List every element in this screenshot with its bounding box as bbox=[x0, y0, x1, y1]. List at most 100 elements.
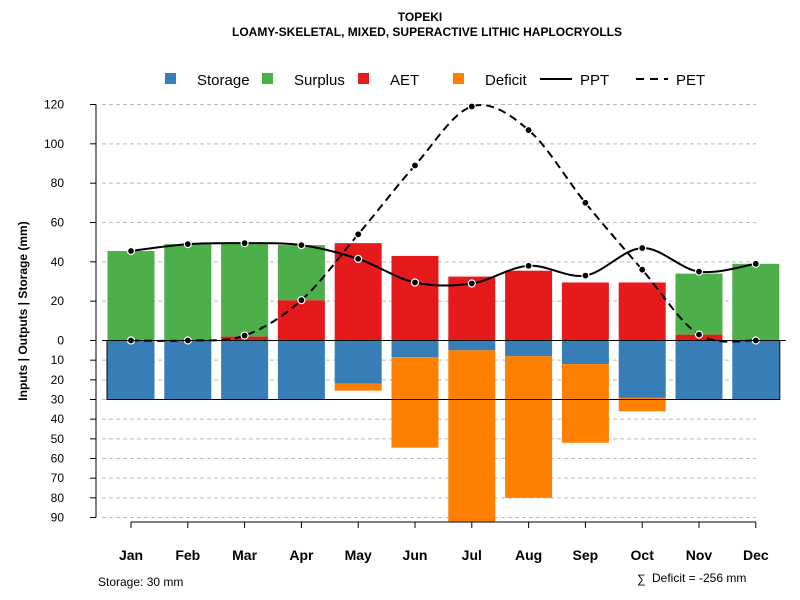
storage-bar bbox=[505, 340, 553, 357]
surplus-bar bbox=[107, 251, 155, 341]
aet-bar bbox=[561, 282, 609, 341]
y-tick-label: 90 bbox=[51, 511, 65, 525]
x-tick-label: Jun bbox=[403, 547, 428, 563]
pet-point bbox=[240, 331, 249, 340]
y-tick-label: 10 bbox=[51, 353, 65, 367]
x-tick-label: Aug bbox=[515, 547, 542, 563]
pet-point bbox=[467, 102, 476, 111]
y-tick-label: 30 bbox=[51, 393, 65, 407]
x-tick-label: Dec bbox=[743, 547, 769, 563]
ppt-point bbox=[524, 261, 533, 270]
deficit-bar bbox=[391, 357, 439, 448]
ppt-point bbox=[694, 267, 704, 276]
x-tick-label: Nov bbox=[686, 547, 713, 563]
ppt-point bbox=[751, 259, 760, 268]
y-tick-label: 60 bbox=[51, 452, 65, 466]
legend-label: Storage bbox=[197, 72, 250, 89]
y-tick-label: 80 bbox=[51, 491, 65, 505]
ppt-point bbox=[297, 241, 306, 250]
ppt-point bbox=[638, 243, 647, 253]
aet-bar bbox=[391, 255, 439, 341]
storage-bar bbox=[391, 340, 439, 358]
storage-bar bbox=[561, 340, 609, 365]
ppt-point bbox=[354, 254, 363, 263]
chart-subtitle: LOAMY-SKELETAL, MIXED, SUPERACTIVE LITHI… bbox=[232, 25, 622, 39]
storage-note: Storage: 30 mm bbox=[98, 575, 183, 589]
aet-bar bbox=[618, 282, 666, 341]
pet-point bbox=[354, 230, 363, 239]
x-tick-label: Jan bbox=[119, 547, 143, 563]
y-tick-label: 60 bbox=[51, 216, 65, 230]
legend-label: Surplus bbox=[294, 72, 345, 89]
ppt-pet-lines bbox=[126, 102, 760, 345]
surplus-bar bbox=[221, 243, 269, 337]
x-tick-label: Mar bbox=[232, 547, 257, 563]
storage-bar bbox=[164, 340, 212, 400]
y-tick-label: 40 bbox=[51, 412, 65, 426]
pet-point bbox=[524, 125, 533, 135]
deficit-bar bbox=[448, 350, 496, 522]
storage-bar bbox=[221, 340, 269, 400]
y-tick-label: 80 bbox=[51, 176, 65, 190]
storage-bar bbox=[277, 340, 325, 400]
aet-bar bbox=[505, 270, 553, 341]
storage-bar bbox=[618, 340, 666, 398]
legend-label: PET bbox=[676, 72, 705, 89]
y-tick-label: 0 bbox=[57, 334, 64, 348]
storage-deficit-bars bbox=[107, 340, 780, 522]
surplus-bar bbox=[164, 244, 212, 341]
legend-label: Deficit bbox=[485, 72, 528, 89]
y-axis-label: Inputs | Outputs | Storage (mm) bbox=[16, 221, 30, 400]
x-tick-label: Jul bbox=[462, 547, 482, 563]
y-tick-label: 100 bbox=[44, 137, 64, 151]
y-tick-label: 70 bbox=[51, 471, 65, 485]
axes: 0 20 40 60 80 100 120 10 20 30 40 50 60 70 80 90 Jan Feb M… bbox=[44, 98, 786, 563]
x-tick-label: May bbox=[345, 547, 372, 563]
legend-swatch bbox=[165, 73, 176, 84]
surplus-bar bbox=[277, 245, 325, 301]
x-tick-label: Apr bbox=[289, 547, 314, 563]
storage-bar bbox=[107, 340, 155, 400]
surplus-bar bbox=[675, 273, 723, 335]
storage-bar bbox=[448, 340, 496, 351]
deficit-bar bbox=[561, 364, 609, 443]
pet-point bbox=[638, 265, 647, 274]
x-tick-label: Oct bbox=[631, 547, 655, 563]
x-tick-label: Sep bbox=[573, 547, 599, 563]
ppt-point bbox=[240, 239, 249, 248]
pet-point bbox=[297, 296, 306, 305]
legend-swatch bbox=[453, 73, 464, 84]
aet-bar bbox=[277, 300, 325, 341]
storage-bar bbox=[732, 340, 780, 400]
pet-point bbox=[694, 330, 704, 339]
pet-point bbox=[581, 198, 590, 207]
legend-label: AET bbox=[390, 72, 419, 89]
ppt-point bbox=[183, 240, 192, 249]
deficit-bar bbox=[505, 356, 553, 498]
legend-swatch bbox=[262, 73, 273, 84]
y-tick-label: 40 bbox=[51, 255, 65, 269]
ppt-point bbox=[581, 271, 590, 280]
y-tick-label: 20 bbox=[51, 294, 65, 308]
chart-title: TOPEKI bbox=[398, 10, 442, 24]
y-tick-label: 20 bbox=[51, 373, 65, 387]
legend-swatch bbox=[358, 73, 369, 84]
surplus-bar bbox=[732, 263, 780, 341]
ppt-point bbox=[467, 279, 476, 288]
deficit-bar bbox=[334, 383, 382, 391]
x-tick-label: Feb bbox=[175, 547, 200, 563]
storage-bar bbox=[334, 340, 382, 384]
y-tick-label: 50 bbox=[51, 432, 65, 446]
ppt-point bbox=[126, 246, 136, 256]
aet-surplus-bars bbox=[107, 243, 780, 341]
deficit-total-note: Deficit = -256 mm bbox=[652, 571, 746, 585]
sigma-icon: ∑ bbox=[637, 572, 646, 586]
deficit-bar bbox=[618, 397, 666, 412]
storage-bar bbox=[675, 340, 723, 400]
legend: Storage Surplus AET Deficit PPT PET bbox=[165, 72, 705, 89]
ppt-point bbox=[410, 278, 420, 287]
y-tick-label: 120 bbox=[44, 98, 64, 112]
pet-point bbox=[410, 161, 420, 170]
legend-label: PPT bbox=[580, 72, 609, 89]
